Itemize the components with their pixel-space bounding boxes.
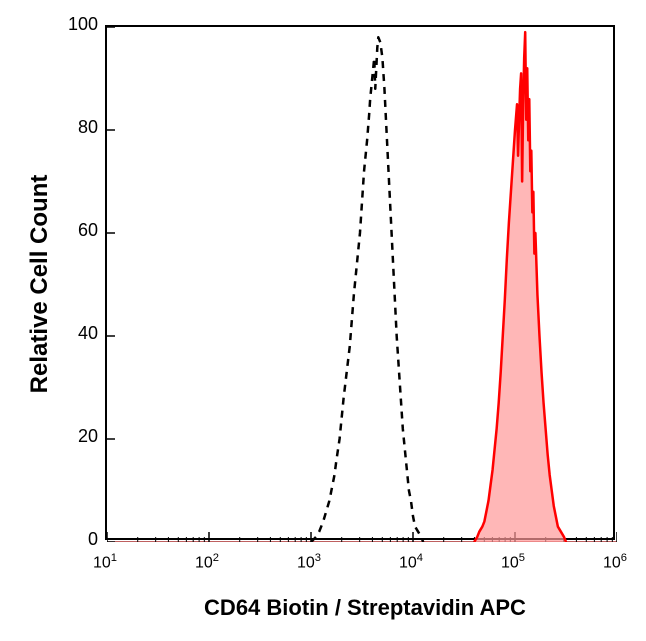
- plot-area: [105, 25, 615, 540]
- y-tick: 0: [60, 529, 98, 550]
- y-tick: 60: [60, 220, 98, 241]
- x-tick: 103: [289, 552, 329, 572]
- y-tick: 20: [60, 426, 98, 447]
- x-axis-label: CD64 Biotin / Streptavidin APC: [150, 595, 580, 621]
- y-tick: 40: [60, 323, 98, 344]
- y-tick: 80: [60, 117, 98, 138]
- y-axis-label: Relative Cell Count: [26, 164, 54, 404]
- flow-cytometry-histogram: Relative Cell Count CD64 Biotin / Strept…: [0, 0, 646, 641]
- series-line-control: [311, 37, 423, 542]
- x-tick: 106: [595, 552, 635, 572]
- x-tick: 101: [85, 552, 125, 572]
- x-tick: 105: [493, 552, 533, 572]
- histogram-svg: [107, 27, 617, 542]
- x-tick: 102: [187, 552, 227, 572]
- y-tick: 100: [60, 14, 98, 35]
- x-tick: 104: [391, 552, 431, 572]
